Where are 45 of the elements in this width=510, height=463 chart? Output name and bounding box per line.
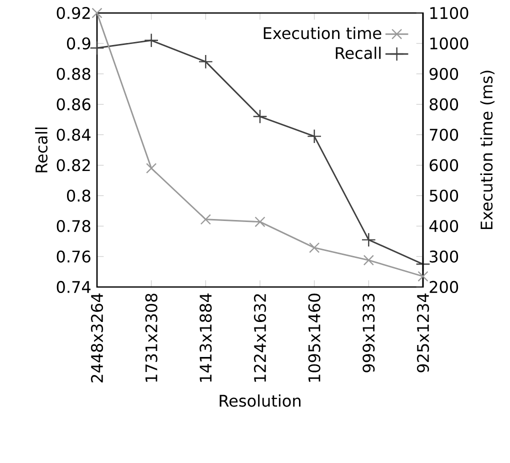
point xyxy=(307,129,322,144)
x-tick-label: 2448x3264 xyxy=(90,294,104,382)
y2-tick-label: 900 xyxy=(430,68,458,80)
point xyxy=(363,254,374,266)
x-tick-label: 999x1333 xyxy=(362,294,375,372)
point xyxy=(252,109,268,124)
y-axis-title: Recall xyxy=(35,128,48,172)
y2-tick-label: 700 xyxy=(430,128,458,141)
y-tick-label: 0.78 xyxy=(56,220,90,232)
y-tick-label: 0.86 xyxy=(56,98,90,110)
x-tick-label: 1413x1884 xyxy=(200,294,212,382)
y-tick-label: 0.76 xyxy=(56,250,90,263)
y2-tick-label: 400 xyxy=(429,220,458,232)
point xyxy=(92,8,102,18)
x-axis-title: Resolution xyxy=(220,394,300,407)
point xyxy=(144,33,159,48)
legend-label: Recall xyxy=(336,46,381,60)
y2-tick-label: 500 xyxy=(430,190,458,202)
point xyxy=(146,162,157,174)
y-tick-label: 0.82 xyxy=(56,159,90,172)
x-tick-label: 1731x2308 xyxy=(145,294,158,382)
y-tick-label: 0.84 xyxy=(56,128,91,141)
x-tick-label: 1095x1460 xyxy=(308,294,320,382)
point xyxy=(200,214,211,225)
y2-tick-label: 600 xyxy=(430,159,458,172)
x-tick-label: 1224x1632 xyxy=(254,294,266,382)
y2-tick-label: 1100 xyxy=(430,6,468,20)
y2-axis-title: Execution time (ms) xyxy=(480,70,495,230)
x-tick-label: 925x1234 xyxy=(416,294,430,372)
y-tick-label: 0.9 xyxy=(67,37,90,50)
point xyxy=(90,40,104,56)
y-tick-label: 0.92 xyxy=(56,6,90,20)
point xyxy=(254,216,266,228)
point xyxy=(198,54,213,69)
point xyxy=(361,232,376,248)
y2-tick-label: 200 xyxy=(430,280,458,294)
y-tick-label: 0.74 xyxy=(56,280,91,294)
point xyxy=(418,271,428,282)
legend-label: Execution time xyxy=(264,26,382,40)
point xyxy=(309,242,320,254)
y2-tick-label: 1000 xyxy=(430,37,468,50)
y2-tick-label: 300 xyxy=(430,250,458,263)
y2-tick-label: 800 xyxy=(430,98,458,110)
y-tick-label: 0.8 xyxy=(67,190,90,202)
y-tick-label: 0.88 xyxy=(56,68,90,80)
